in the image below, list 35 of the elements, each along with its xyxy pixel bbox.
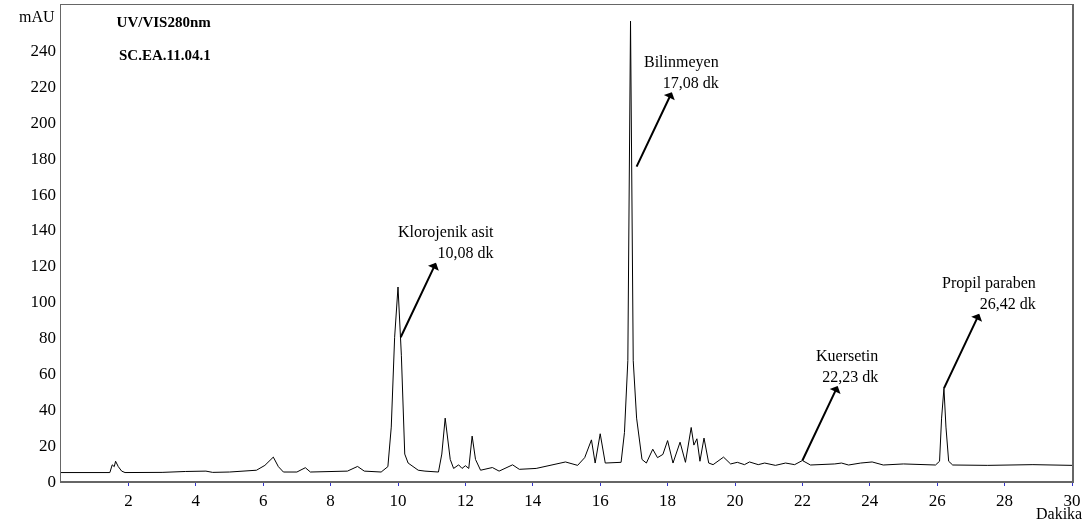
y-tick-label: 80 (39, 328, 57, 348)
x-tick-label: 2 (124, 490, 133, 510)
annotation: Kuersetin 22,23 dk (816, 347, 879, 385)
x-tick-label: 10 (389, 490, 407, 510)
y-tick-label: 200 (30, 112, 57, 132)
x-tick-label: 28 (996, 490, 1014, 510)
annotation: Propil paraben 26,42 dk (942, 274, 1036, 312)
x-axis-title: Dakika (1036, 505, 1083, 522)
y-tick-label: 20 (39, 436, 57, 456)
x-tick-label: 24 (861, 490, 879, 510)
y-tick-label: 100 (30, 292, 57, 312)
x-tick-label: 12 (456, 490, 474, 510)
x-tick-label: 26 (928, 490, 946, 510)
x-tick-label: 4 (191, 490, 201, 510)
y-tick-label: 240 (30, 40, 57, 60)
annotation: Bilinmeyen 17,08 dk (644, 53, 719, 91)
x-tick-label: 22 (793, 490, 811, 510)
y-tick-label: 0 (47, 471, 57, 491)
y-tick-label: 220 (30, 76, 57, 96)
x-tick-label: 20 (726, 490, 744, 510)
y-axis-title: mAU (19, 8, 55, 25)
x-tick-label: 16 (591, 490, 609, 510)
x-tick-label: 18 (659, 490, 677, 510)
text: UV/VIS280nm (116, 13, 212, 30)
y-tick-label: 140 (30, 220, 57, 240)
x-tick-label: 8 (326, 490, 335, 510)
y-tick-label: 120 (30, 256, 57, 276)
x-tick-label: 14 (524, 490, 542, 510)
x-tick-label: 6 (258, 490, 268, 510)
y-tick-label: 180 (30, 148, 57, 168)
annotation: Klorojenik asit 10,08 dk (398, 223, 495, 261)
y-tick-label: 40 (39, 400, 57, 420)
y-tick-label: 60 (39, 364, 57, 384)
text: SC.EA.11.04.1 (119, 47, 211, 63)
y-tick-label: 160 (30, 184, 57, 204)
